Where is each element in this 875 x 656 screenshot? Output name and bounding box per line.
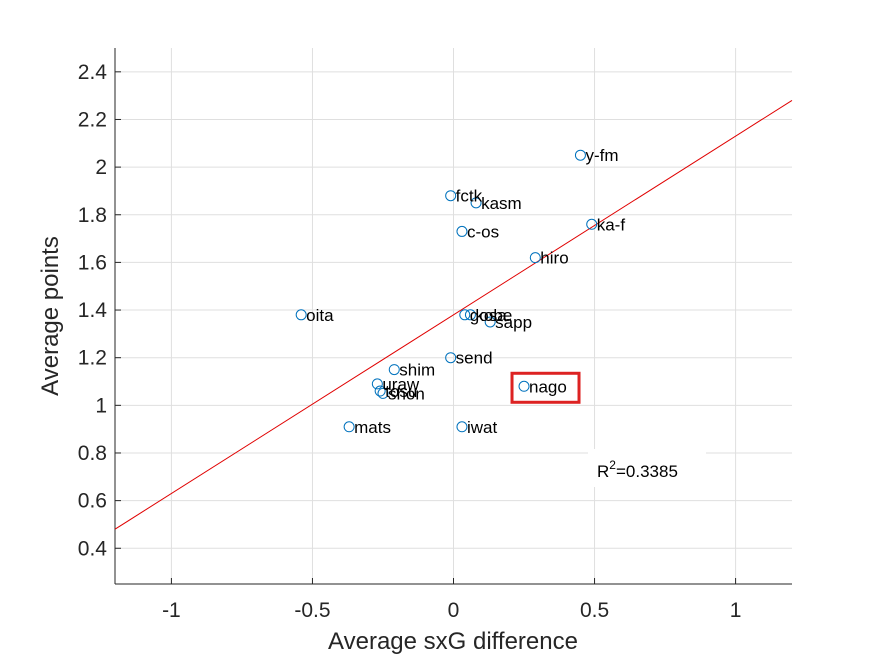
grid — [115, 48, 792, 584]
regression-line-group — [114, 99, 793, 530]
y-tick-label: 0.4 — [78, 537, 108, 560]
y-axis-label: Average points — [37, 236, 64, 396]
point-label-fctk: fctk — [456, 187, 483, 206]
x-axis-label: Average sxG difference — [328, 628, 578, 655]
x-tick-label: -0.5 — [294, 599, 330, 622]
data-point-iwat — [456, 421, 468, 433]
highlight-box — [510, 371, 581, 404]
data-point-hiro — [529, 252, 541, 264]
point-label-send: send — [456, 349, 493, 368]
y-tick-label: 1.2 — [78, 347, 107, 370]
y-tick-label: 2.2 — [78, 108, 107, 131]
point-label-shim: shim — [399, 361, 435, 380]
data-point-send — [445, 352, 457, 364]
y-tick-label: 1.6 — [78, 251, 107, 274]
point-label-kasm: kasm — [481, 194, 522, 213]
x-tick-label: 0.5 — [580, 599, 609, 622]
point-label-oita: oita — [306, 306, 334, 325]
point-label-mats: mats — [354, 418, 391, 437]
data-point-shim — [388, 364, 400, 376]
point-label-y-fm: y-fm — [585, 146, 618, 165]
x-tick-label: 1 — [730, 599, 742, 622]
data-point-mats — [343, 421, 355, 433]
data-point-nago — [518, 380, 530, 392]
data-point-kobe — [464, 309, 476, 321]
y-tick-label: 0.8 — [78, 442, 107, 465]
point-label-nago: nago — [529, 377, 567, 396]
x-tick-label: 0 — [448, 599, 460, 622]
point-label-c-os: c-os — [467, 222, 499, 241]
data-point-kasm — [470, 197, 482, 209]
r-squared-annotation: R2=0.3385 — [588, 449, 706, 487]
point-label-uraw: uraw — [382, 375, 420, 394]
data-point-tosu — [374, 385, 386, 397]
point-label-kobe: kobe — [475, 306, 512, 325]
highlight-group — [510, 371, 581, 404]
point-label-shon: shon — [388, 384, 425, 403]
data-point-c-os — [456, 225, 468, 237]
point-label-ka-f: ka-f — [597, 215, 626, 234]
x-tick-label: -1 — [162, 599, 181, 622]
data-point-y-fm — [574, 149, 586, 161]
y-tick-label: 1 — [95, 394, 107, 417]
point-label-tosu: tosu — [385, 382, 417, 401]
data-point-fctk — [445, 190, 457, 202]
y-tick-label: 1.4 — [78, 299, 108, 322]
point-label-hiro: hiro — [540, 249, 568, 268]
regression-line — [114, 99, 793, 530]
data-point-uraw — [371, 378, 383, 390]
data-points — [295, 149, 598, 433]
y-tick-label: 2 — [95, 156, 107, 179]
point-label-gosa: gosa — [470, 306, 507, 325]
point-label-sapp: sapp — [495, 313, 532, 332]
point-label-iwat: iwat — [467, 418, 498, 437]
y-tick-label: 0.6 — [78, 490, 107, 513]
data-point-gosa — [459, 309, 471, 321]
y-tick-label: 1.8 — [78, 204, 107, 227]
data-point-ka-f — [586, 218, 598, 230]
data-point-sapp — [484, 316, 496, 328]
r-squared-box — [588, 449, 706, 487]
y-tick-label: 2.4 — [78, 61, 108, 84]
axes: -1 -0.5 0 0.5 1 0.4 0.6 0.8 1 1.2 1.4 1.6 1.8 2 2.2 2.4 — [78, 48, 792, 622]
data-point-shon — [377, 387, 389, 399]
r-squared-text: R2=0.3385 — [597, 458, 678, 481]
data-point-oita — [295, 309, 307, 321]
